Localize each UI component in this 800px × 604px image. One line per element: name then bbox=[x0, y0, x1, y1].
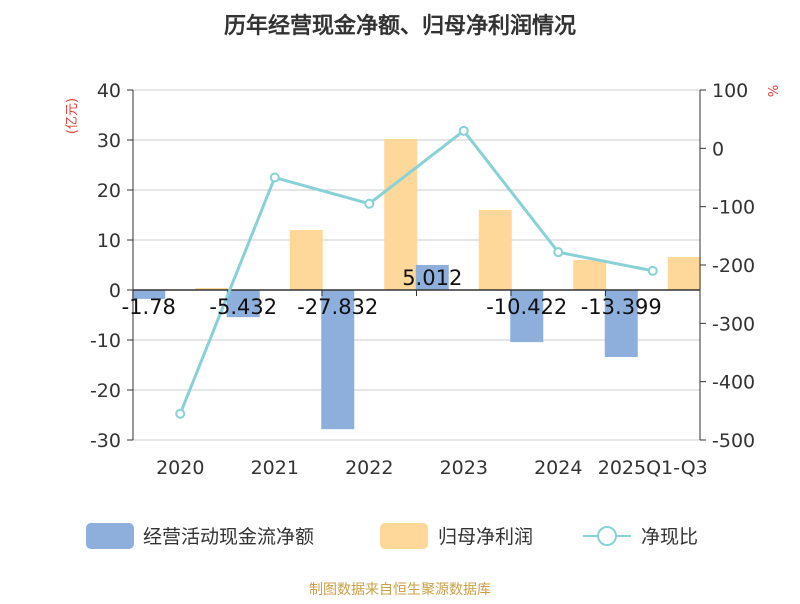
ratio-point bbox=[364, 198, 375, 209]
legend-label-ratio: 净现比 bbox=[641, 526, 698, 548]
bar-netprofit bbox=[195, 288, 229, 290]
cashflow-data-label: -5.432 bbox=[209, 295, 277, 319]
right-tick-label: -100 bbox=[712, 197, 755, 219]
bar-cashflow bbox=[321, 290, 355, 430]
legend-marker-ratio bbox=[597, 526, 617, 546]
left-tick-label: -30 bbox=[90, 430, 121, 452]
bar-cashflow bbox=[510, 290, 544, 343]
left-tick-label: 30 bbox=[97, 130, 121, 152]
right-tick-label: -400 bbox=[712, 372, 755, 394]
ratio-point bbox=[175, 408, 186, 419]
x-tick-label: 2024 bbox=[534, 457, 582, 479]
x-tick-label: 2025Q1-Q3 bbox=[598, 457, 708, 479]
cashflow-data-label: -1.78 bbox=[122, 295, 176, 319]
bar-cashflow bbox=[226, 290, 260, 318]
source-note: 制图数据来自恒生聚源数据库 bbox=[309, 582, 491, 598]
legend-swatch-cashflow bbox=[86, 523, 134, 549]
legend-label-cashflow: 经营活动现金流净额 bbox=[143, 526, 314, 548]
right-tick-label: 100 bbox=[712, 80, 748, 102]
left-axis-unit: (亿元) bbox=[65, 98, 80, 134]
line-layer bbox=[175, 125, 658, 419]
bar-netprofit bbox=[667, 257, 701, 290]
left-tick-label: -20 bbox=[90, 380, 121, 402]
legend: 经营活动现金流净额 归母净利润 净现比 bbox=[86, 523, 698, 549]
bar-cashflow bbox=[415, 264, 449, 290]
right-tick-label: -200 bbox=[712, 255, 755, 277]
x-tick-label: 2023 bbox=[440, 457, 488, 479]
x-tick-label: 2022 bbox=[345, 457, 393, 479]
left-tick-label: 10 bbox=[97, 230, 121, 252]
axis-layer: -30-20-10010203040-500-400-300-200-10001… bbox=[90, 80, 755, 479]
chart-title: 历年经营现金净额、归母净利润情况 bbox=[224, 13, 576, 39]
x-tick-label: 2020 bbox=[156, 457, 204, 479]
cashflow-data-label: -10.422 bbox=[486, 295, 567, 319]
bar-netprofit bbox=[289, 230, 323, 290]
legend-label-netprofit: 归母净利润 bbox=[438, 526, 533, 548]
bar-cashflow bbox=[132, 290, 166, 299]
right-axis-unit: % bbox=[767, 85, 782, 97]
right-tick-label: -300 bbox=[712, 313, 755, 335]
bar-netprofit bbox=[478, 210, 512, 290]
bar-cashflow bbox=[604, 290, 638, 357]
right-tick-label: 0 bbox=[712, 138, 724, 160]
right-tick-label: -500 bbox=[712, 430, 755, 452]
label-layer: -1.78 -5.432 -27.832 5.012 -10.422 -13.399 bbox=[122, 266, 662, 319]
bar-netprofit bbox=[573, 260, 607, 290]
ratio-line bbox=[178, 128, 654, 415]
left-tick-label: 0 bbox=[109, 280, 121, 302]
cashflow-data-label: 5.012 bbox=[402, 266, 462, 290]
cashflow-data-label: -27.832 bbox=[297, 295, 378, 319]
ratio-point bbox=[458, 125, 469, 136]
left-tick-label: -10 bbox=[90, 330, 121, 352]
left-tick-label: 20 bbox=[97, 180, 121, 202]
x-tick-label: 2021 bbox=[251, 457, 299, 479]
bar-netprofit bbox=[384, 139, 418, 290]
ratio-point bbox=[647, 265, 658, 276]
legend-swatch-netprofit bbox=[380, 523, 428, 549]
ratio-point bbox=[269, 172, 280, 183]
left-tick-label: 40 bbox=[97, 80, 121, 102]
cashflow-data-label: -13.399 bbox=[581, 295, 662, 319]
ratio-point bbox=[553, 247, 564, 258]
bar-layer bbox=[132, 139, 701, 430]
